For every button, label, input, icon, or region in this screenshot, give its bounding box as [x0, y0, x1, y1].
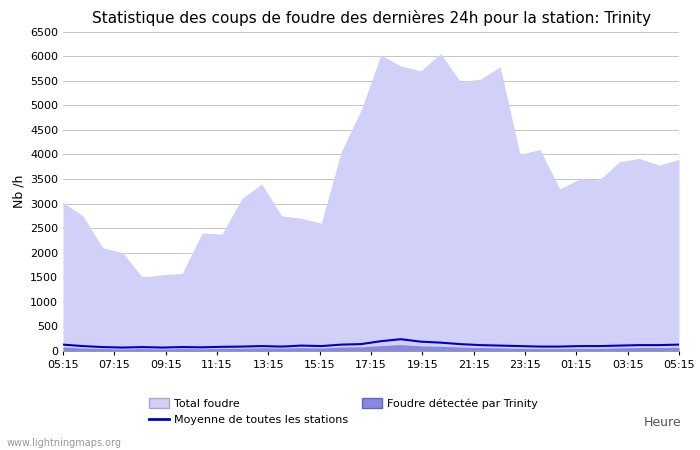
Title: Statistique des coups de foudre des dernières 24h pour la station: Trinity: Statistique des coups de foudre des dern…	[92, 10, 650, 26]
Text: Heure: Heure	[644, 416, 682, 429]
Y-axis label: Nb /h: Nb /h	[13, 175, 26, 208]
Text: www.lightningmaps.org: www.lightningmaps.org	[7, 438, 122, 448]
Legend: Total foudre, Moyenne de toutes les stations, Foudre détectée par Trinity: Total foudre, Moyenne de toutes les stat…	[148, 398, 538, 425]
